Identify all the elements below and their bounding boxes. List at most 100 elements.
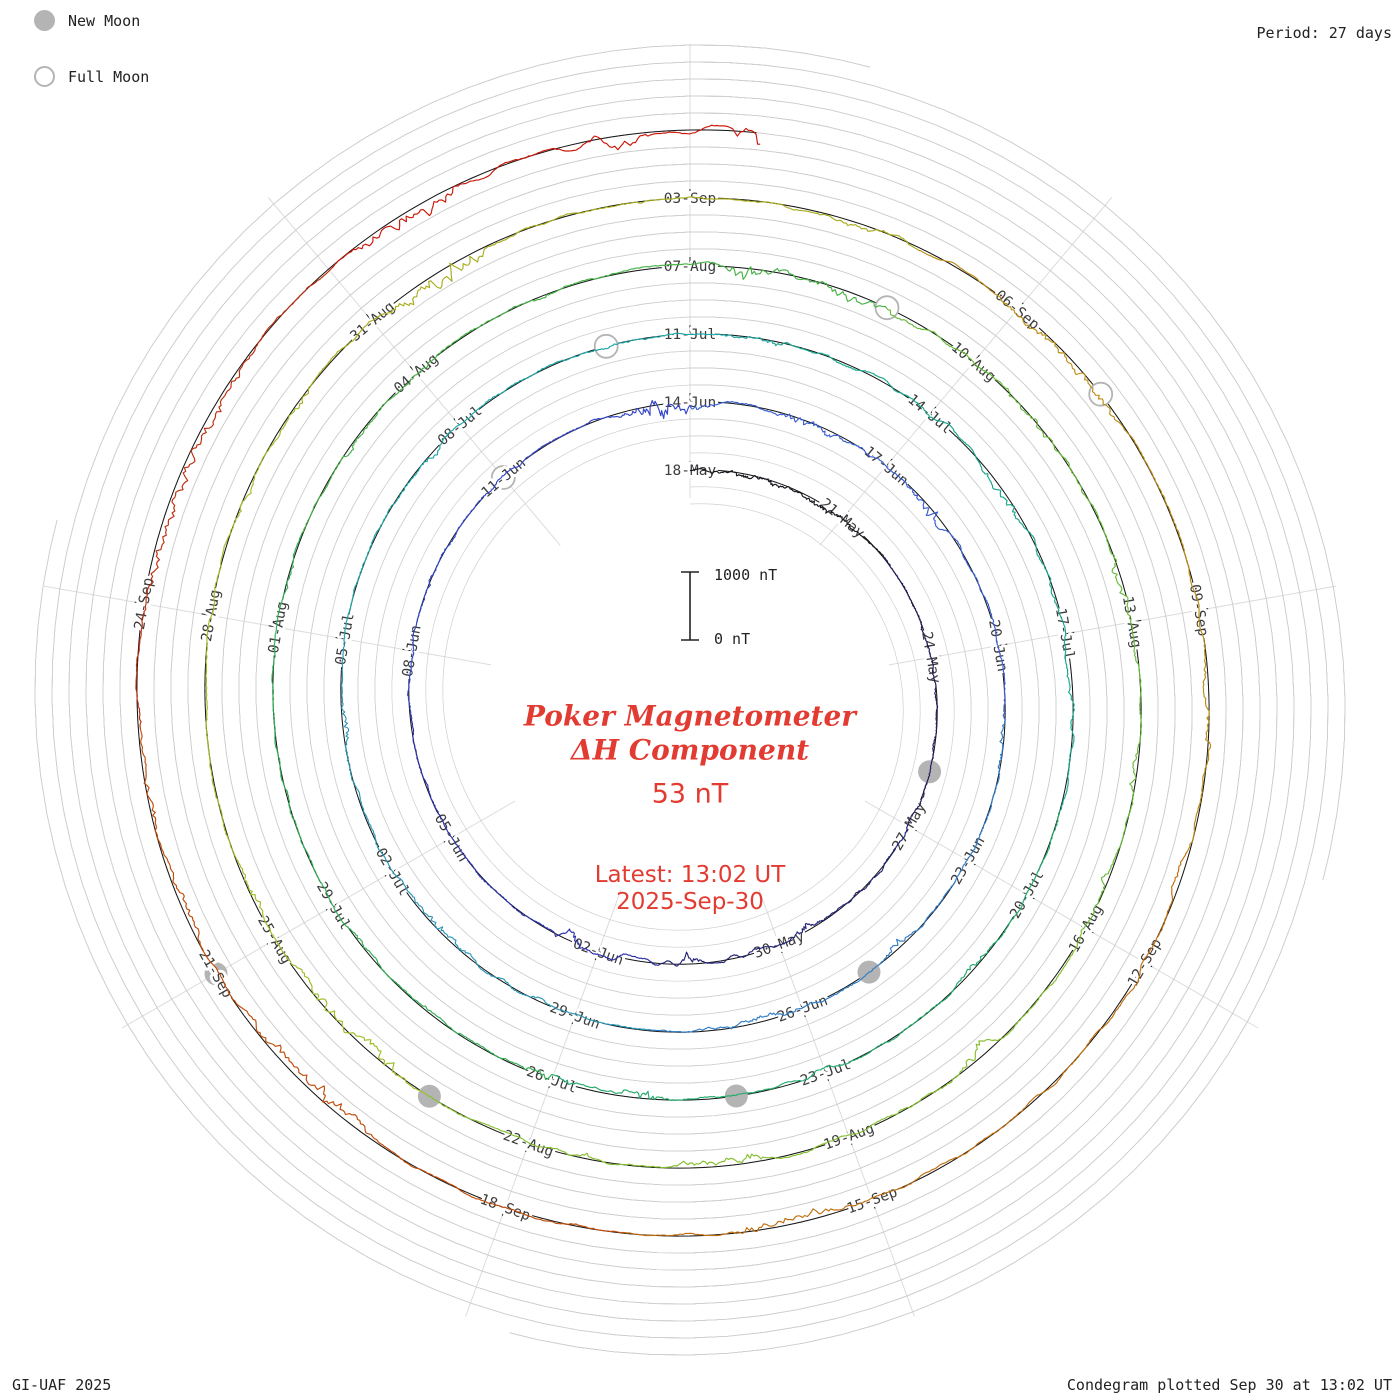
trace-segment [691,400,1007,721]
date-label: 27-May [890,800,930,854]
date-tick [882,458,893,471]
trace-segment [271,532,554,1081]
date-label: 24-May [918,630,943,685]
legend-full-moon: Full Moon [34,66,149,87]
date-tick [1080,925,1094,934]
date-tick [402,648,417,653]
date-tick [571,1010,578,1025]
date-tick [846,1131,853,1145]
full-moon-marker [1088,381,1114,407]
trace-segment [625,851,1188,1237]
date-label: 19-Aug [822,1121,877,1154]
trace-segment [410,714,658,967]
date-tick [1013,302,1024,314]
trace-segment [341,639,652,1031]
date-tick [266,936,280,945]
date-tick [1194,608,1209,612]
trace-segment [427,928,1084,1169]
date-tick [970,354,980,366]
date-label: 04-Aug [391,351,441,397]
current-value: 53 nT [651,778,729,810]
scale-bar [681,571,699,641]
date-label: 02-Jul [372,845,412,898]
date-tick [453,418,464,430]
date-label: 03-Sep [664,191,716,207]
scale-top-label: 1000 nT [714,566,778,584]
date-tick [525,1138,531,1152]
chart-title-line1: Poker Magnetometer [523,699,857,733]
full-moon-label: Full Moon [68,67,150,86]
trace-segment [205,406,428,1096]
data-trace [135,124,1212,1237]
date-tick [1139,959,1153,968]
latest-date: 2025-Sep-30 [616,889,764,915]
trace-segment [301,261,888,534]
full-moon-marker [874,295,900,321]
trace-segment [298,196,919,407]
date-tick [1060,631,1075,636]
full-moon-icon [34,66,55,87]
date-tick [926,655,941,659]
footer-label: Condegram plotted Sep 30 at 13:02 UT [1066,1376,1392,1394]
new-moon-marker [918,760,942,784]
trace-segment [689,468,884,557]
date-tick [904,823,917,832]
date-tick [335,637,350,641]
chart-title-line2: ΔH Component [570,733,810,767]
latest-time: Latest: 13:02 UT [594,862,786,888]
date-tick [1022,891,1035,900]
date-label: 15-Sep [845,1184,900,1217]
date-label: 24-Sep [132,577,157,631]
date-label: 23-Jul [798,1057,853,1090]
date-tick [325,902,339,911]
date-label: 26-Jul [524,1064,579,1097]
moon-markers [204,295,1114,1108]
date-tick [1127,619,1142,624]
new-moon-marker [724,1084,748,1108]
date-label: 14-Jun [664,395,716,411]
date-tick [993,643,1008,647]
credit-label: GI-UAF 2025 [12,1376,112,1394]
trace-segment [139,729,626,1234]
date-label: 01-Aug [266,600,291,654]
legend-new-moon: New Moon [34,10,140,31]
trace-segment [918,249,1212,852]
trace-segment [886,307,1143,930]
date-label: 17-Jul [1052,607,1077,661]
date-label: 09-Sep [1186,583,1211,637]
trace-segment [651,719,1007,1033]
date-label: 26-Jun [775,993,830,1026]
new-moon-marker [204,962,228,986]
date-tick [869,1195,876,1209]
radial-spokes [43,44,1337,1317]
trace-segment [343,332,775,640]
date-tick [384,868,398,877]
date-tick [201,613,216,617]
full-moon-marker [490,465,516,490]
date-tick [963,857,976,866]
date-label: 12-Sep [1125,936,1165,989]
date-label: 16-Aug [1066,902,1106,955]
trace-segment [330,124,761,270]
spiral-baseline [136,129,1210,1237]
date-label: 20-Jul [1007,868,1047,921]
date-label: 02-Jun [571,936,626,969]
new-moon-icon [34,10,55,31]
date-tick [800,1003,806,1018]
date-label: 05-Jul [333,612,358,666]
trace-segment [774,341,1075,812]
date-tick [409,366,420,378]
date-label: 23-Jun [948,834,988,887]
date-label: 13-Aug [1119,595,1144,649]
date-tick [443,834,457,843]
trace-segment [135,268,332,730]
date-tick [926,406,937,419]
trace-segment [407,399,692,716]
date-tick [823,1067,830,1081]
trace-segment [882,555,939,827]
date-tick [366,313,376,326]
scale-bottom-label: 0 nT [714,630,751,648]
trace-segment [657,826,908,967]
date-tick [268,625,283,629]
